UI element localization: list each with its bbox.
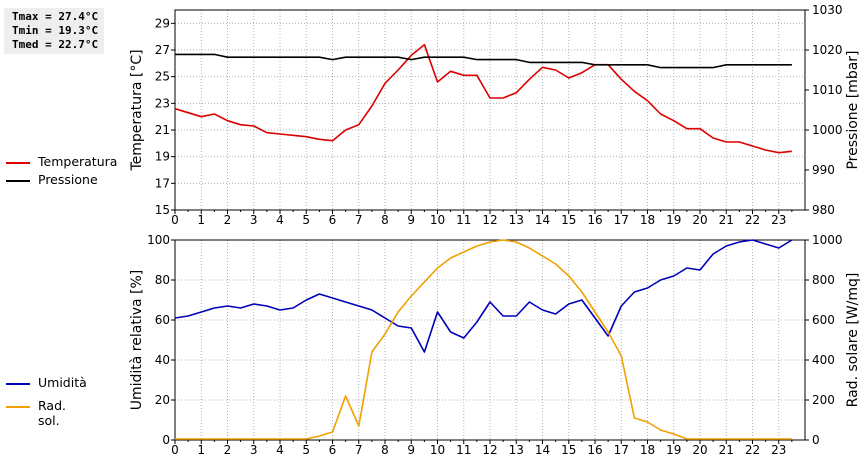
x-tick-label: 15 bbox=[561, 443, 576, 457]
x-tick-label: 8 bbox=[381, 443, 389, 457]
x-tick-label: 9 bbox=[407, 213, 415, 227]
y2-tick-label: 1000 bbox=[812, 123, 843, 137]
x-tick-label: 14 bbox=[535, 213, 550, 227]
y2-tick-label: 1000 bbox=[812, 233, 843, 247]
x-tick-label: 13 bbox=[509, 443, 524, 457]
x-tick-label: 12 bbox=[482, 443, 497, 457]
x-tick-label: 22 bbox=[745, 213, 760, 227]
y2-tick-label: 800 bbox=[812, 273, 835, 287]
tmax-label: Tmax = 27.4°C bbox=[12, 10, 99, 23]
y-tick-label: 100 bbox=[147, 233, 170, 247]
y-tick-label: 27 bbox=[155, 43, 170, 57]
x-tick-label: 2 bbox=[224, 213, 232, 227]
x-tick-label: 18 bbox=[640, 443, 655, 457]
x-tick-label: 23 bbox=[771, 443, 786, 457]
x-tick-label: 3 bbox=[250, 213, 258, 227]
x-tick-label: 18 bbox=[640, 213, 655, 227]
y2-tick-label: 400 bbox=[812, 353, 835, 367]
y2-tick-label: 980 bbox=[812, 203, 835, 217]
legend-swatch-temperature bbox=[6, 162, 30, 164]
legend-label-pressure: Pressione bbox=[38, 172, 98, 187]
y-tick-label: 25 bbox=[155, 70, 170, 84]
x-tick-label: 14 bbox=[535, 443, 550, 457]
series-line-rad-sol bbox=[175, 239, 792, 440]
y2-tick-label: 600 bbox=[812, 313, 835, 327]
y-axis-label-temp-pressure: Temperatura [°C] bbox=[129, 49, 145, 171]
x-tick-label: 21 bbox=[719, 443, 734, 457]
y-tick-label: 21 bbox=[155, 123, 170, 137]
x-tick-label: 2 bbox=[224, 443, 232, 457]
y2-axis-label-humidity-solar: Rad. solare [W/mq] bbox=[845, 273, 860, 408]
y2-tick-label: 200 bbox=[812, 393, 835, 407]
x-tick-label: 13 bbox=[509, 213, 524, 227]
x-tick-label: 10 bbox=[430, 213, 445, 227]
x-tick-label: 16 bbox=[587, 213, 602, 227]
legend-label-humidity: Umidità bbox=[38, 375, 87, 390]
y-tick-label: 23 bbox=[155, 96, 170, 110]
x-tick-label: 3 bbox=[250, 443, 258, 457]
x-tick-label: 19 bbox=[666, 213, 681, 227]
x-tick-label: 6 bbox=[329, 213, 337, 227]
x-tick-label: 4 bbox=[276, 213, 284, 227]
x-tick-label: 17 bbox=[614, 213, 629, 227]
legend-label-solar: Rad. sol. bbox=[38, 398, 66, 428]
y-tick-label: 80 bbox=[155, 273, 170, 287]
legend-swatch-pressure bbox=[6, 180, 30, 182]
x-tick-label: 8 bbox=[381, 213, 389, 227]
x-tick-label: 19 bbox=[666, 443, 681, 457]
y-tick-label: 17 bbox=[155, 176, 170, 190]
x-tick-label: 7 bbox=[355, 213, 363, 227]
tmed-label: Tmed = 22.7°C bbox=[12, 38, 99, 51]
x-tick-label: 1 bbox=[197, 443, 205, 457]
temperature-stats-box: Tmax = 27.4°C Tmin = 19.3°C Tmed = 22.7°… bbox=[4, 8, 104, 54]
y-tick-label: 0 bbox=[162, 433, 170, 447]
x-tick-label: 0 bbox=[171, 443, 179, 457]
series-line-temperatura bbox=[174, 43, 792, 154]
y2-tick-label: 990 bbox=[812, 163, 835, 177]
series-line-umidit bbox=[174, 239, 793, 353]
x-tick-label: 20 bbox=[692, 443, 707, 457]
series-line-pressione bbox=[175, 53, 792, 69]
x-tick-label: 11 bbox=[456, 213, 471, 227]
x-tick-label: 7 bbox=[355, 443, 363, 457]
legend-swatch-solar bbox=[6, 406, 30, 408]
y-tick-label: 19 bbox=[155, 150, 170, 164]
y-tick-label: 40 bbox=[155, 353, 170, 367]
y-tick-label: 60 bbox=[155, 313, 170, 327]
x-tick-label: 9 bbox=[407, 443, 415, 457]
x-tick-label: 6 bbox=[329, 443, 337, 457]
y-tick-label: 29 bbox=[155, 16, 170, 30]
y2-tick-label: 1030 bbox=[812, 3, 843, 17]
legend-label-temperature: Temperatura bbox=[38, 154, 118, 169]
x-tick-label: 11 bbox=[456, 443, 471, 457]
y2-tick-label: 1020 bbox=[812, 43, 843, 57]
y2-tick-label: 0 bbox=[812, 433, 820, 447]
x-tick-label: 20 bbox=[692, 213, 707, 227]
legend-swatch-humidity bbox=[6, 383, 30, 385]
x-tick-label: 1 bbox=[197, 213, 205, 227]
tmin-label: Tmin = 19.3°C bbox=[12, 24, 99, 37]
x-tick-label: 4 bbox=[276, 443, 284, 457]
x-tick-label: 21 bbox=[719, 213, 734, 227]
y-tick-label: 20 bbox=[155, 393, 170, 407]
x-tick-label: 10 bbox=[430, 443, 445, 457]
x-tick-label: 12 bbox=[482, 213, 497, 227]
y-axis-label-humidity-solar: Umidità relativa [%] bbox=[129, 270, 145, 411]
y2-tick-label: 1010 bbox=[812, 83, 843, 97]
x-tick-label: 15 bbox=[561, 213, 576, 227]
x-tick-label: 0 bbox=[171, 213, 179, 227]
x-tick-label: 23 bbox=[771, 213, 786, 227]
x-tick-label: 17 bbox=[614, 443, 629, 457]
x-tick-label: 16 bbox=[587, 443, 602, 457]
y-tick-label: 15 bbox=[155, 203, 170, 217]
y2-axis-label-temp-pressure: Pressione [mbar] bbox=[845, 50, 860, 169]
x-tick-label: 5 bbox=[302, 443, 310, 457]
x-tick-label: 22 bbox=[745, 443, 760, 457]
x-tick-label: 5 bbox=[302, 213, 310, 227]
